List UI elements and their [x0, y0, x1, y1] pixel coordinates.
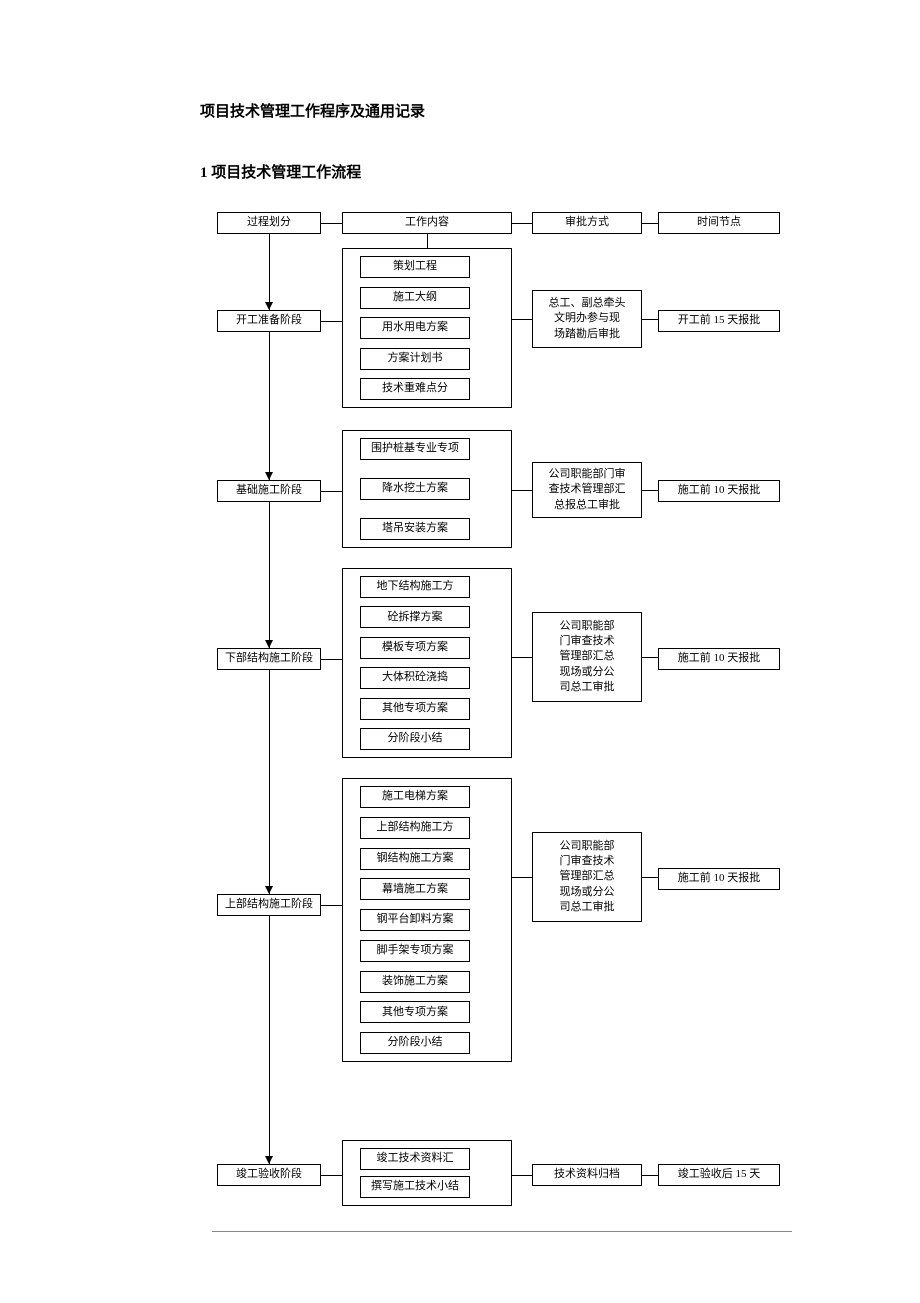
group-1-item-4: 技术重难点分: [360, 378, 470, 400]
header-col3: 审批方式: [532, 212, 642, 234]
header-col4: 时间节点: [658, 212, 780, 234]
group-2-item-0: 围护桩基专业专项: [360, 438, 470, 460]
group-4-item-8: 分阶段小结: [360, 1032, 470, 1054]
group-1-item-0: 策划工程: [360, 256, 470, 278]
time-t3: 施工前 10 天报批: [658, 648, 780, 670]
group-5-item-0: 竣工技术资料汇: [360, 1148, 470, 1170]
group-4-item-5: 脚手架专项方案: [360, 940, 470, 962]
approval-a4: 公司职能部 门审查技术 管理部汇总 现场或分公 司总工审批: [532, 832, 642, 922]
group-4-item-6: 装饰施工方案: [360, 971, 470, 993]
stage-s3: 下部结构施工阶段: [217, 648, 321, 670]
time-t1: 开工前 15 天报批: [658, 310, 780, 332]
group-3-item-1: 砼拆撑方案: [360, 606, 470, 628]
page-title: 项目技术管理工作程序及通用记录: [200, 100, 820, 121]
group-3-item-4: 其他专项方案: [360, 698, 470, 720]
group-4-item-0: 施工电梯方案: [360, 786, 470, 808]
header-col1: 过程划分: [217, 212, 321, 234]
stage-s1: 开工准备阶段: [217, 310, 321, 332]
approval-a3: 公司职能部 门审查技术 管理部汇总 现场或分公 司总工审批: [532, 612, 642, 702]
page-subtitle: 1 项目技术管理工作流程: [200, 161, 820, 182]
approval-a5: 技术资料归档: [532, 1164, 642, 1186]
stage-s4: 上部结构施工阶段: [217, 894, 321, 916]
group-2-item-2: 塔吊安装方案: [360, 518, 470, 540]
approval-a1: 总工、副总牵头 文明办参与现 场踏勘后审批: [532, 290, 642, 348]
time-t5: 竣工验收后 15 天: [658, 1164, 780, 1186]
group-5-item-1: 撰写施工技术小结: [360, 1176, 470, 1198]
group-4-item-7: 其他专项方案: [360, 1001, 470, 1023]
time-t2: 施工前 10 天报批: [658, 480, 780, 502]
group-3-item-3: 大体积砼浇捣: [360, 667, 470, 689]
group-3-item-5: 分阶段小结: [360, 728, 470, 750]
group-1-item-2: 用水用电方案: [360, 317, 470, 339]
approval-a2: 公司职能部门审 查技术管理部汇 总报总工审批: [532, 462, 642, 518]
time-t4: 施工前 10 天报批: [658, 868, 780, 890]
group-4-item-1: 上部结构施工方: [360, 817, 470, 839]
group-4-item-4: 钢平台卸料方案: [360, 909, 470, 931]
group-4-item-2: 钢结构施工方案: [360, 848, 470, 870]
group-1-item-3: 方案计划书: [360, 348, 470, 370]
group-2-item-1: 降水挖土方案: [360, 478, 470, 500]
header-col2: 工作内容: [342, 212, 512, 234]
stage-s2: 基础施工阶段: [217, 480, 321, 502]
group-1-item-1: 施工大纲: [360, 287, 470, 309]
group-3-item-2: 模板专项方案: [360, 637, 470, 659]
group-4-item-3: 幕墙施工方案: [360, 878, 470, 900]
flowchart-container: 过程划分工作内容审批方式时间节点开工准备阶段基础施工阶段下部结构施工阶段上部结构…: [212, 212, 792, 1232]
group-3-item-0: 地下结构施工方: [360, 576, 470, 598]
stage-s5: 竣工验收阶段: [217, 1164, 321, 1186]
